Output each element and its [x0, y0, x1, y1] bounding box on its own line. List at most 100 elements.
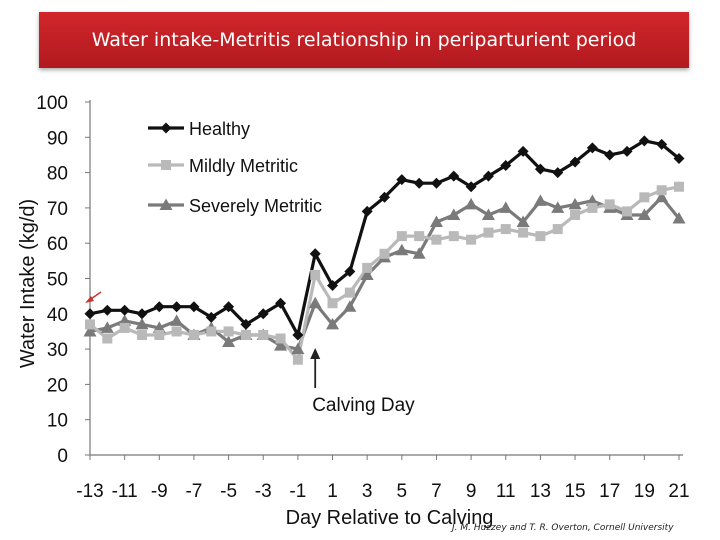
x-tick-label: 5 — [397, 481, 408, 502]
healthy-point — [604, 149, 616, 161]
legend-severely-metritic-marker — [159, 198, 173, 210]
healthy-point — [448, 170, 460, 182]
severely-metritic-point — [551, 201, 565, 213]
mildly-metritic-point — [327, 298, 338, 309]
y-tick-label: 70 — [47, 199, 68, 220]
y-tick-label: 40 — [47, 305, 68, 326]
healthy-point — [500, 160, 512, 172]
healthy-point — [188, 301, 200, 313]
legend-healthy-label: Healthy — [189, 119, 250, 139]
x-tick-label: -7 — [185, 481, 202, 502]
healthy-point — [465, 181, 477, 193]
healthy-point — [413, 177, 425, 189]
healthy-point — [396, 174, 408, 186]
severely-metritic-point — [343, 300, 357, 312]
healthy-point — [638, 135, 650, 147]
mildly-metritic-point — [570, 209, 581, 220]
healthy-point — [205, 311, 217, 323]
healthy-point — [379, 191, 390, 203]
severely-metritic-point — [637, 208, 651, 220]
mildly-metritic-point — [604, 199, 615, 210]
mildly-metritic-point — [674, 181, 684, 192]
healthy-point — [223, 301, 235, 313]
mildly-metritic-point — [310, 269, 321, 280]
x-tick-label: -11 — [112, 481, 138, 502]
x-tick-label: 7 — [431, 481, 442, 502]
severely-metritic-point — [360, 268, 374, 280]
mildly-metritic-point — [136, 329, 147, 340]
healthy-point — [534, 163, 546, 175]
healthy-point — [586, 142, 598, 154]
x-tick-label: 21 — [668, 481, 689, 502]
severely-metritic-point — [481, 208, 495, 220]
x-tick-label: 11 — [496, 481, 516, 502]
healthy-point — [136, 308, 148, 320]
healthy-point — [344, 265, 356, 277]
mildly-metritic-point — [119, 322, 130, 333]
healthy-point — [656, 138, 668, 150]
severely-metritic-point — [412, 247, 426, 259]
mildly-metritic-point — [483, 227, 494, 238]
mildly-metritic-point — [240, 329, 251, 340]
y-tick-label: 50 — [47, 270, 68, 291]
severely-metritic-point — [291, 342, 305, 355]
x-tick-label: 3 — [362, 481, 373, 502]
x-tick-label: -9 — [151, 481, 168, 502]
mildly-metritic-point — [188, 329, 199, 340]
severely-metritic-point — [222, 335, 236, 348]
mildly-metritic-point — [622, 206, 633, 217]
severely-metritic-point — [672, 211, 686, 224]
severely-metritic-point — [568, 197, 582, 210]
x-tick-label: 9 — [466, 481, 477, 502]
red-arrow-icon — [85, 291, 102, 303]
healthy-point — [430, 177, 442, 189]
healthy-point — [673, 152, 685, 164]
chart-title: Water intake-Metritis relationship in pe… — [91, 29, 637, 51]
mildly-metritic-point — [344, 287, 355, 298]
mildly-metritic-point — [85, 319, 95, 330]
legend-healthy-marker — [160, 122, 172, 134]
mildly-metritic-point — [206, 326, 217, 337]
y-tick-label: 80 — [47, 164, 68, 185]
mildly-metritic-point — [102, 333, 113, 344]
y-tick-label: 30 — [47, 340, 68, 361]
mildly-metritic-point — [362, 262, 373, 273]
severely-metritic-point — [464, 197, 478, 210]
healthy-point — [621, 145, 633, 157]
mildly-metritic-point — [431, 234, 442, 245]
mildly-metritic-point — [275, 333, 286, 344]
mildly-metritic-point — [379, 248, 390, 259]
mildly-metritic-point — [466, 234, 477, 245]
x-tick-label: 19 — [634, 481, 655, 502]
calving-day-label: Calving Day — [312, 395, 415, 416]
severely-metritic-line — [89, 195, 681, 351]
mildly-metritic-point — [448, 231, 459, 242]
mildly-metritic-point — [223, 326, 234, 337]
severely-metritic-point — [447, 208, 461, 220]
healthy-point — [119, 304, 131, 316]
legend-mildly-metritic-marker — [161, 160, 171, 170]
x-tick-label: 15 — [564, 481, 585, 502]
legend-mildly-metritic-label: Mildly Metritic — [189, 156, 298, 176]
severely-metritic-point — [499, 201, 513, 213]
mildly-metritic-point — [258, 329, 269, 340]
healthy-point — [309, 248, 321, 260]
x-tick-label: -5 — [220, 481, 237, 502]
healthy-point — [482, 170, 494, 182]
mildly-metritic-point — [639, 192, 650, 203]
series-markers — [83, 135, 686, 365]
severely-metritic-point — [533, 194, 547, 206]
calving-annotation: Calving Day — [310, 348, 415, 416]
severely-metritic-point — [516, 215, 530, 228]
calving-arrow-head — [310, 348, 321, 359]
y-tick-label: 0 — [57, 446, 68, 467]
legend-severely-metritic-label: Severely Metritic — [189, 196, 322, 216]
healthy-point — [552, 167, 564, 179]
legend: Healthy Mildly Metritic Severely Metritic — [148, 119, 322, 216]
mildly-metritic-point — [414, 231, 425, 242]
x-axis-label: Day Relative to Calving — [286, 507, 494, 529]
y-tick-label: 100 — [36, 93, 68, 114]
severely-metritic-point — [274, 339, 288, 351]
